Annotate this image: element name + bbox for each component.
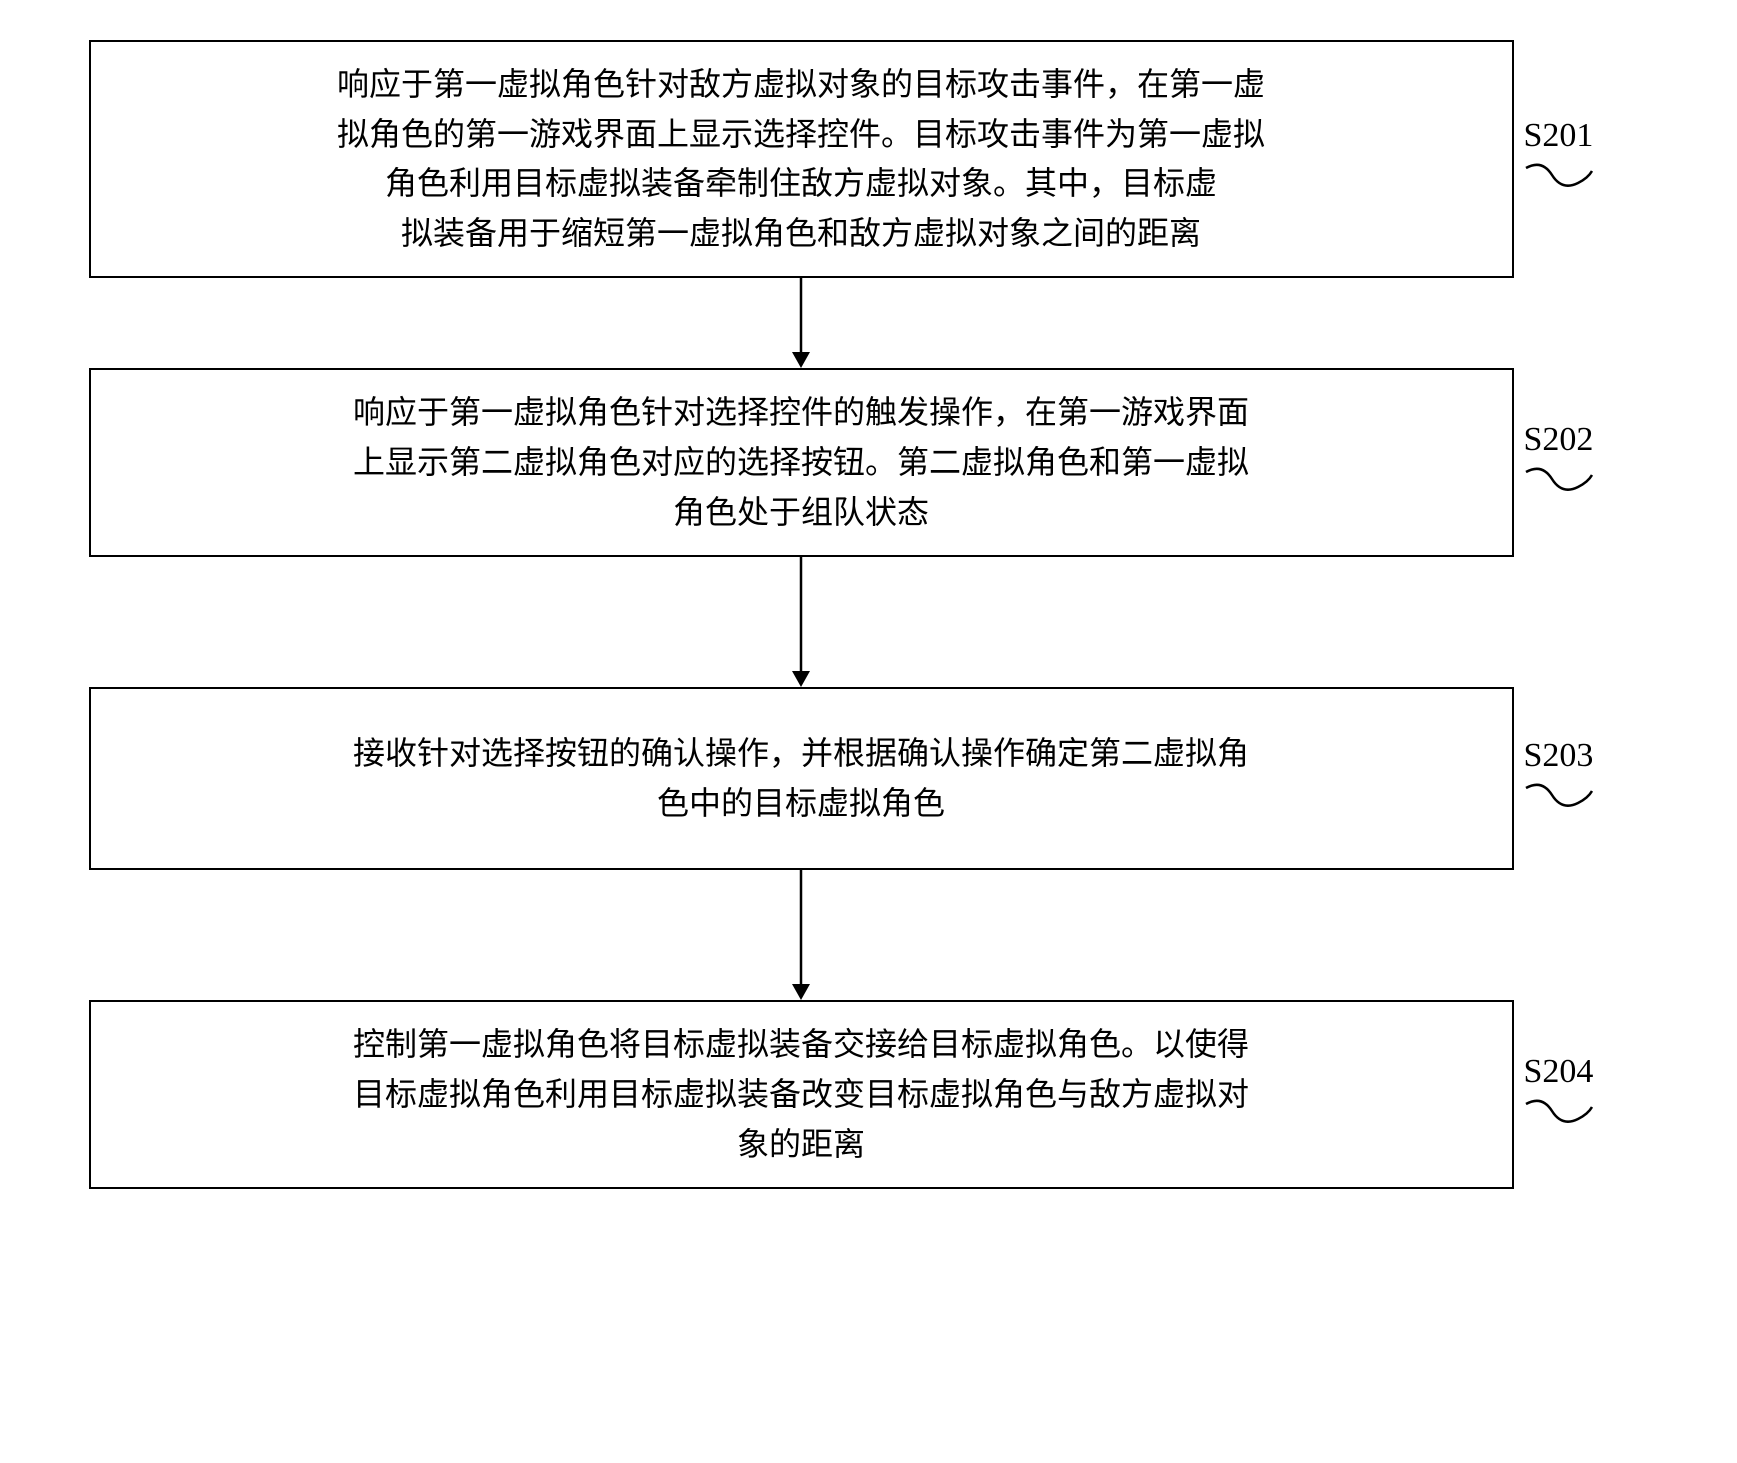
flow-label-s201: S201 bbox=[1524, 123, 1594, 195]
squiggle-icon bbox=[1524, 1097, 1594, 1131]
flow-row: 控制第一虚拟角色将目标虚拟装备交接给目标虚拟角色。以使得 目标虚拟角色利用目标虚… bbox=[89, 1000, 1649, 1189]
flow-box-s203: 接收针对选择按钮的确认操作，并根据确认操作确定第二虚拟角 色中的目标虚拟角色 bbox=[89, 687, 1514, 870]
flow-arrow-wrap bbox=[89, 278, 1514, 368]
flow-label-text: S202 bbox=[1524, 421, 1594, 458]
flow-box-s202: 响应于第一虚拟角色针对选择控件的触发操作，在第一游戏界面 上显示第二虚拟角色对应… bbox=[89, 368, 1514, 557]
flow-box-line: 响应于第一虚拟角色针对选择控件的触发操作，在第一游戏界面 bbox=[353, 394, 1249, 430]
flow-box-line: 角色处于组队状态 bbox=[673, 494, 929, 530]
flow-box-s204: 控制第一虚拟角色将目标虚拟装备交接给目标虚拟角色。以使得 目标虚拟角色利用目标虚… bbox=[89, 1000, 1514, 1189]
flow-box-line: 象的距离 bbox=[737, 1126, 865, 1162]
flow-label-text: S204 bbox=[1524, 1053, 1594, 1090]
arrow-down-icon bbox=[791, 870, 811, 1000]
flow-box-line: 控制第一虚拟角色将目标虚拟装备交接给目标虚拟角色。以使得 bbox=[353, 1026, 1249, 1062]
flowchart-container: 响应于第一虚拟角色针对敌方虚拟对象的目标攻击事件，在第一虚 拟角色的第一游戏界面… bbox=[89, 40, 1649, 1189]
flow-label-text: S203 bbox=[1524, 737, 1594, 774]
flow-box-line: 拟角色的第一游戏界面上显示选择控件。目标攻击事件为第一虚拟 bbox=[337, 116, 1265, 152]
flow-row: 响应于第一虚拟角色针对选择控件的触发操作，在第一游戏界面 上显示第二虚拟角色对应… bbox=[89, 368, 1649, 557]
flow-box-line: 目标虚拟角色利用目标虚拟装备改变目标虚拟角色与敌方虚拟对 bbox=[353, 1076, 1249, 1112]
arrow-down-icon bbox=[791, 557, 811, 687]
flow-label-s204: S204 bbox=[1524, 1059, 1594, 1131]
flow-arrow-wrap bbox=[89, 557, 1514, 687]
arrow-down-icon bbox=[791, 278, 811, 368]
squiggle-icon bbox=[1524, 465, 1594, 499]
flow-box-line: 色中的目标虚拟角色 bbox=[657, 785, 945, 821]
flow-row: 响应于第一虚拟角色针对敌方虚拟对象的目标攻击事件，在第一虚 拟角色的第一游戏界面… bbox=[89, 40, 1649, 278]
flow-box-line: 角色利用目标虚拟装备牵制住敌方虚拟对象。其中，目标虚 bbox=[385, 165, 1217, 201]
flow-box-line: 接收针对选择按钮的确认操作，并根据确认操作确定第二虚拟角 bbox=[353, 735, 1249, 771]
flow-box-s201: 响应于第一虚拟角色针对敌方虚拟对象的目标攻击事件，在第一虚 拟角色的第一游戏界面… bbox=[89, 40, 1514, 278]
flow-row: 接收针对选择按钮的确认操作，并根据确认操作确定第二虚拟角 色中的目标虚拟角色 S… bbox=[89, 687, 1649, 870]
squiggle-icon bbox=[1524, 161, 1594, 195]
flow-label-text: S201 bbox=[1524, 117, 1594, 154]
flow-box-line: 拟装备用于缩短第一虚拟角色和敌方虚拟对象之间的距离 bbox=[401, 215, 1201, 251]
squiggle-icon bbox=[1524, 781, 1594, 815]
flow-box-line: 上显示第二虚拟角色对应的选择按钮。第二虚拟角色和第一虚拟 bbox=[353, 444, 1249, 480]
flow-box-line: 响应于第一虚拟角色针对敌方虚拟对象的目标攻击事件，在第一虚 bbox=[337, 66, 1265, 102]
flow-label-s202: S202 bbox=[1524, 427, 1594, 499]
flow-arrow-wrap bbox=[89, 870, 1514, 1000]
flow-label-s203: S203 bbox=[1524, 743, 1594, 815]
